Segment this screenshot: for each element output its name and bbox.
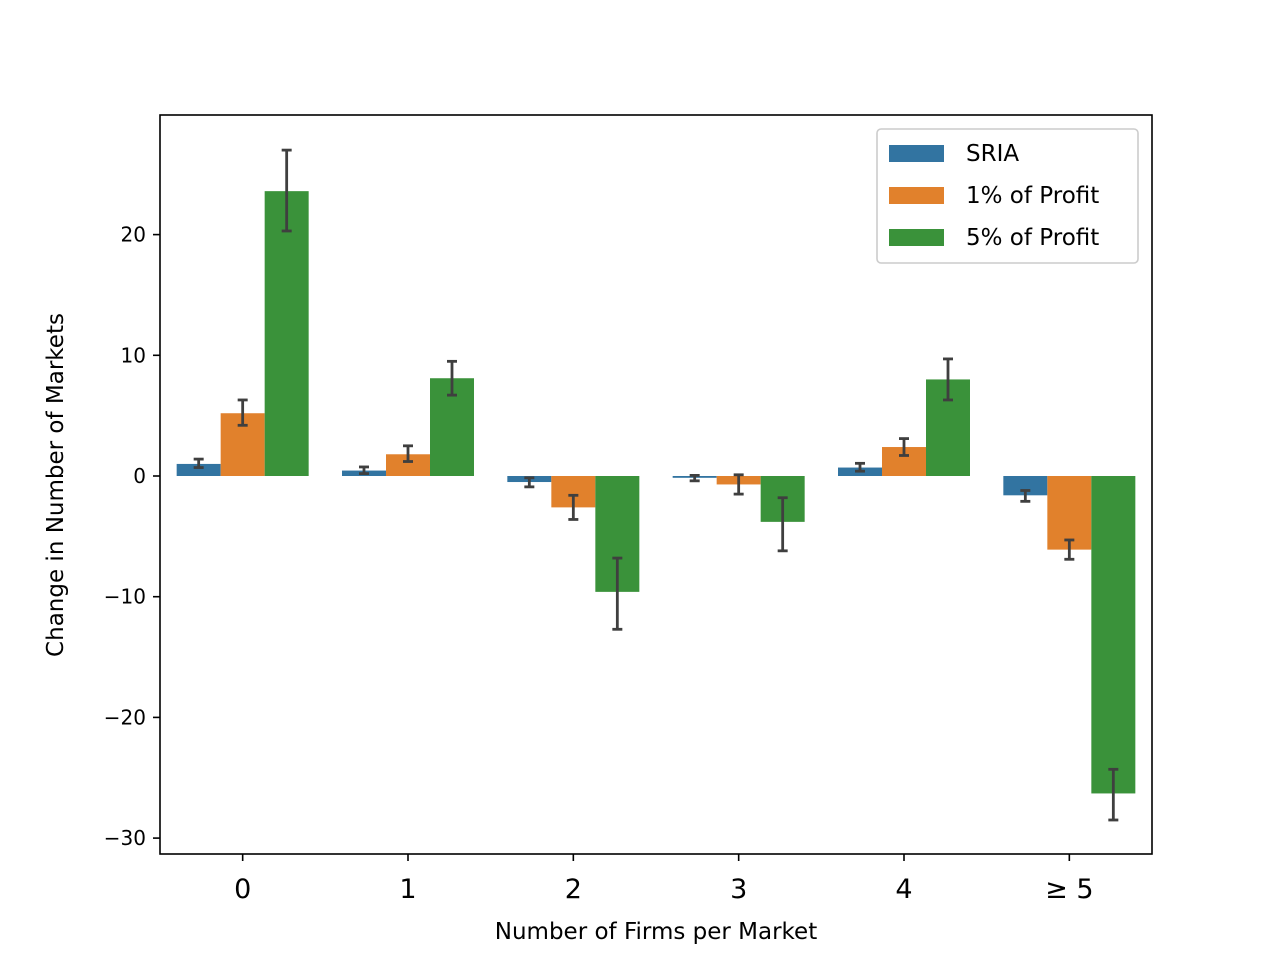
bar-sria-cat-5 bbox=[1003, 476, 1048, 496]
error-bar-5-of-profit-cat-3 bbox=[777, 496, 788, 553]
error-bar-1-of-profit-cat-5 bbox=[1064, 538, 1075, 561]
bar-sria-cat-0 bbox=[176, 463, 221, 476]
error-bar-sria-cat-0 bbox=[193, 457, 204, 469]
plot-frame bbox=[159, 114, 1153, 855]
x-tick-label-5: ≥ 5 bbox=[1045, 874, 1093, 905]
x-axis-label: Number of Firms per Market bbox=[495, 919, 817, 945]
error-bar-sria-cat-4 bbox=[855, 461, 865, 473]
bar-5-of-profit-cat-0 bbox=[264, 191, 309, 476]
error-bar-5-of-profit-cat-4 bbox=[943, 357, 953, 402]
error-bars-group bbox=[193, 148, 1119, 822]
y-tick-label-2: 0 bbox=[133, 464, 146, 488]
error-bar-1-of-profit-cat-3 bbox=[733, 473, 744, 496]
error-bar-sria-cat-2 bbox=[524, 476, 535, 489]
y-tick-label-0: 20 bbox=[121, 223, 146, 247]
error-bar-5-of-profit-cat-5 bbox=[1108, 767, 1119, 822]
error-bar-5-of-profit-cat-0 bbox=[281, 148, 292, 233]
x-tick-label-1: 1 bbox=[399, 874, 416, 905]
legend: SRIA 1% of Profit 5% of Profit bbox=[876, 128, 1139, 264]
bar-5-of-profit-cat-5 bbox=[1091, 476, 1136, 794]
y-axis-label: Change in Number of Markets bbox=[43, 313, 69, 657]
error-bar-5-of-profit-cat-2 bbox=[612, 556, 623, 631]
legend-label-sria: SRIA bbox=[966, 141, 1019, 167]
bar-1-of-profit-cat-1 bbox=[386, 454, 430, 476]
error-bar-sria-cat-5 bbox=[1020, 489, 1031, 503]
y-tick-label-4: −20 bbox=[104, 705, 146, 729]
x-tick-label-3: 3 bbox=[730, 874, 747, 905]
bar-1-of-profit-cat-5 bbox=[1047, 476, 1092, 550]
x-tick-label-4: 4 bbox=[895, 874, 912, 905]
error-bar-1-of-profit-cat-0 bbox=[237, 398, 248, 427]
error-bar-1-of-profit-cat-4 bbox=[899, 437, 909, 457]
error-bar-sria-cat-1 bbox=[359, 465, 369, 475]
legend-swatch-5-of-profit bbox=[889, 229, 944, 246]
y-tick-label-3: −10 bbox=[104, 585, 146, 609]
error-bar-5-of-profit-cat-1 bbox=[447, 359, 457, 397]
y-tick-label-1: 10 bbox=[121, 343, 146, 367]
legend-swatch-sria bbox=[889, 145, 944, 162]
x-axis: 0 1 2 3 4 ≥ 5 bbox=[234, 854, 1094, 905]
legend-swatch-1-of-profit bbox=[889, 187, 944, 204]
legend-label-1-of-profit: 1% of Profit bbox=[966, 183, 1099, 209]
error-bar-1-of-profit-cat-1 bbox=[403, 444, 413, 463]
legend-label-5-of-profit: 5% of Profit bbox=[966, 225, 1099, 251]
y-axis: 20 10 0 −10 −20 −30 bbox=[104, 223, 160, 850]
error-bar-sria-cat-3 bbox=[689, 473, 700, 483]
y-tick-label-5: −30 bbox=[104, 826, 146, 850]
x-tick-label-2: 2 bbox=[565, 874, 582, 905]
error-bar-1-of-profit-cat-2 bbox=[568, 493, 579, 521]
x-tick-label-0: 0 bbox=[234, 874, 251, 905]
